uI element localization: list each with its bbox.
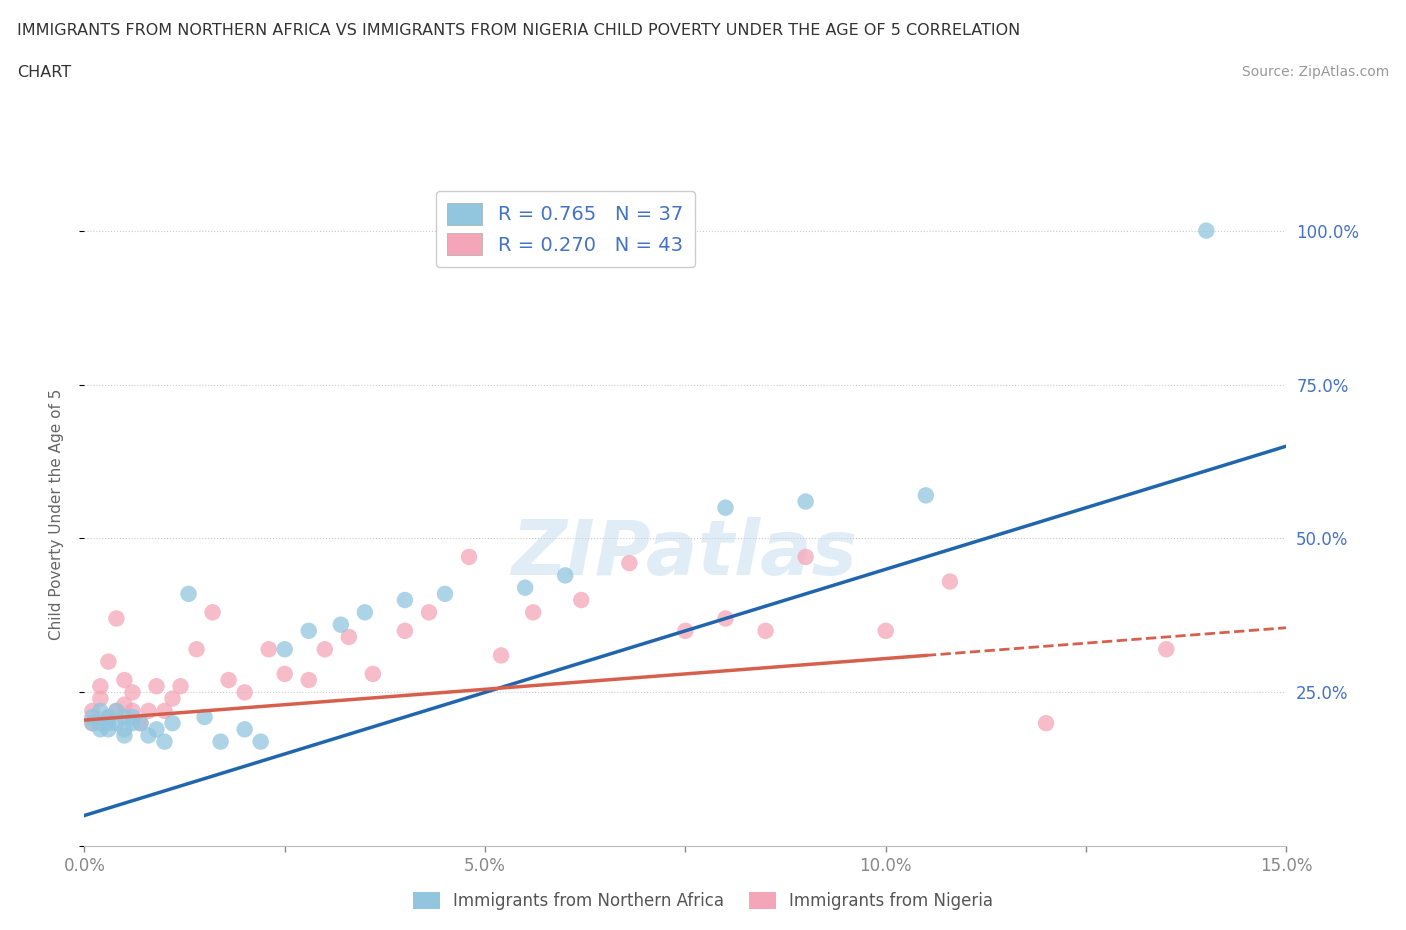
Point [114,698,135,712]
Point [97,654,120,669]
Point [121,703,143,718]
Legend: Immigrants from Northern Africa, Immigrants from Nigeria: Immigrants from Northern Africa, Immigra… [406,885,1000,917]
Point [794,494,817,509]
Point [274,667,297,682]
Point [298,672,321,687]
Point [162,691,184,706]
Point [97,710,120,724]
Point [169,679,191,694]
Point [875,623,897,638]
Point [114,672,135,687]
Point [89,716,111,731]
Point [394,592,416,607]
Point [714,500,737,515]
Point [569,592,592,607]
Point [129,716,152,731]
Point [97,722,120,737]
Point [314,642,336,657]
Point [82,703,104,718]
Point [337,630,360,644]
Point [121,684,143,699]
Point [361,667,384,682]
Point [194,710,217,724]
Point [89,691,111,706]
Point [162,716,184,731]
Point [755,623,778,638]
Point [394,623,416,638]
Point [298,623,321,638]
Point [82,716,104,731]
Point [218,672,240,687]
Point [105,703,128,718]
Point [554,568,576,583]
Point [82,716,104,731]
Point [138,728,160,743]
Text: CHART: CHART [17,65,70,80]
Point [97,716,120,731]
Text: IMMIGRANTS FROM NORTHERN AFRICA VS IMMIGRANTS FROM NIGERIA CHILD POVERTY UNDER T: IMMIGRANTS FROM NORTHERN AFRICA VS IMMIG… [17,23,1021,38]
Point [233,722,256,737]
Point [619,555,641,570]
Point [201,604,224,619]
Text: ZIPatlas: ZIPatlas [512,517,859,591]
Point [515,580,537,595]
Point [145,722,167,737]
Text: Source: ZipAtlas.com: Source: ZipAtlas.com [1241,65,1389,79]
Point [274,642,297,657]
Point [89,679,111,694]
Point [105,703,128,718]
Point [939,574,962,589]
Point [138,703,160,718]
Point [489,648,512,663]
Point [105,611,128,626]
Point [458,550,481,565]
Point [114,728,135,743]
Point [97,710,120,724]
Point [915,488,938,503]
Point [153,703,176,718]
Point [675,623,697,638]
Point [434,587,457,602]
Point [145,679,167,694]
Point [257,642,280,657]
Point [153,734,176,749]
Legend: R = 0.765   N = 37, R = 0.270   N = 43: R = 0.765 N = 37, R = 0.270 N = 43 [436,191,695,267]
Point [114,710,135,724]
Point [418,604,440,619]
Point [121,716,143,731]
Point [249,734,271,749]
Point [177,587,200,602]
Point [1156,642,1178,657]
Point [89,722,111,737]
Point [1035,716,1057,731]
Point [114,722,135,737]
Point [354,604,377,619]
Point [714,611,737,626]
Point [129,716,152,731]
Point [1195,223,1218,238]
Point [522,604,544,619]
Point [105,716,128,731]
Point [82,710,104,724]
Y-axis label: Child Poverty Under the Age of 5: Child Poverty Under the Age of 5 [49,388,63,640]
Point [233,684,256,699]
Point [186,642,208,657]
Point [121,710,143,724]
Point [329,618,352,632]
Point [89,703,111,718]
Point [209,734,232,749]
Point [794,550,817,565]
